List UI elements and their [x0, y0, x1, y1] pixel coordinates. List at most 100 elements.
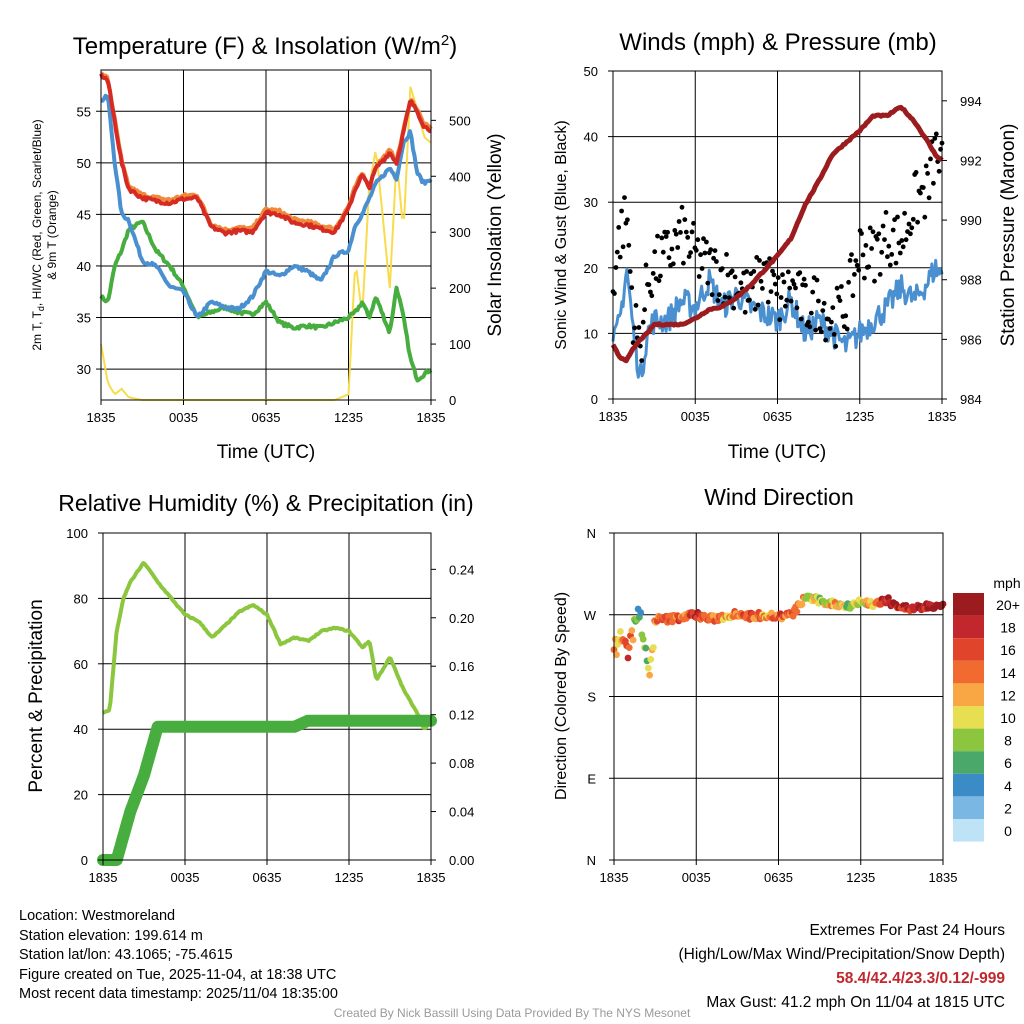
gust-point	[685, 235, 691, 240]
gust-point	[698, 252, 703, 258]
gust-point	[648, 289, 653, 295]
gust-point	[821, 300, 827, 306]
gust-point	[681, 260, 686, 266]
y-tick-label: 0	[81, 853, 88, 868]
gust-point	[854, 262, 860, 268]
x-tick-label: 1235	[334, 410, 363, 425]
gust-point	[666, 255, 672, 261]
gust-point	[847, 258, 853, 263]
winds-title: Winds (mph) & Pressure (mb)	[619, 29, 936, 56]
y2-tick-label: 500	[449, 113, 471, 128]
direction-point	[647, 656, 655, 663]
x-tick-label: 0035	[681, 409, 710, 424]
gust-point	[925, 171, 930, 176]
gust-point	[810, 289, 816, 295]
direction-point	[625, 644, 633, 651]
x-tick-label: 0635	[764, 870, 793, 885]
extremes-title: Extremes For Past 24 Hours	[809, 922, 1005, 939]
legend-label: 10	[1000, 710, 1016, 726]
gust-point	[850, 293, 856, 299]
temperature-ylabel-line2: & 9m T (Orange)	[45, 190, 59, 280]
legend-label: 14	[1000, 665, 1016, 681]
max-gust: Max Gust: 41.2 mph On 11/04 at 1815 UTC	[706, 994, 1005, 1011]
gust-point	[772, 281, 778, 287]
humidity-series	[97, 561, 437, 866]
gust-point	[771, 272, 777, 278]
winds-tick-labels: 1835 0035 0635 1235 183501020304050984986988…	[584, 64, 982, 424]
panel-humidity: Relative Humidity (%) & Precipitation (i…	[26, 490, 474, 885]
direction-grid	[614, 532, 943, 861]
gust-point	[887, 262, 893, 268]
gust-point	[652, 249, 658, 255]
gust-point	[856, 267, 862, 273]
gust-point	[778, 295, 784, 300]
gust-point	[876, 231, 882, 237]
direction-point	[669, 618, 676, 626]
gust-point	[866, 264, 872, 270]
y-tick-label: 35	[77, 311, 91, 326]
gust-point	[923, 163, 929, 169]
direction-point	[789, 612, 797, 620]
gust-point	[808, 310, 814, 316]
y-tick-label: 55	[77, 104, 91, 119]
y2-tick-label: 0.00	[449, 853, 474, 868]
gust-point	[695, 237, 701, 243]
direction-point	[628, 627, 636, 634]
gust-point	[775, 275, 781, 280]
gust-point	[814, 277, 820, 283]
gust-point	[831, 332, 837, 337]
y-tick-label: 30	[77, 362, 91, 377]
gust-point	[669, 246, 675, 252]
credit-line: Created By Nick Bassill Using Data Provi…	[333, 1006, 691, 1020]
gust-point	[813, 327, 818, 333]
gust-point	[696, 274, 702, 279]
gust-point	[732, 274, 738, 280]
gust-point	[765, 299, 771, 305]
gust-point	[633, 303, 639, 308]
gust-point	[613, 265, 619, 270]
gust-point	[883, 210, 889, 215]
gust-point	[872, 278, 877, 284]
x-tick-label: 1835	[600, 870, 629, 885]
winds-grid	[613, 70, 942, 400]
x-tick-label: 1835	[417, 410, 446, 425]
x-tick-label: 1235	[335, 870, 364, 885]
gust-point	[879, 249, 885, 255]
gust-point	[711, 255, 716, 261]
gust-point	[915, 219, 920, 225]
gust-point	[844, 326, 850, 332]
direction-point	[639, 635, 647, 643]
direction-tick-labels: 1835 0035 0635 1235 1835 N E S W N	[584, 526, 958, 885]
gust-point	[849, 252, 854, 257]
temperature-series-line	[100, 93, 433, 319]
gust-point	[816, 298, 821, 304]
direction-point	[650, 644, 657, 651]
gust-point	[926, 195, 932, 201]
gust-point	[722, 294, 728, 300]
gust-point	[869, 246, 874, 251]
gust-point	[920, 185, 926, 191]
gust-point	[625, 217, 630, 223]
y2-tick-label: 0.16	[449, 659, 474, 674]
gust-point	[863, 243, 869, 248]
panel-temperature: Temperature (F) & Insolation (W/m2) 1835…	[30, 32, 506, 463]
gust-point	[827, 326, 833, 331]
y-tick-label: 0	[591, 392, 598, 407]
temperature-tick-labels: 1835 0035 0635 1235 1835 30 35 40 45 50 55 0 100 200 3…	[77, 104, 471, 425]
insolation-ylabel: Solar Insolation (Yellow)	[485, 133, 506, 336]
x-tick-label: 0035	[682, 870, 711, 885]
gust-point	[693, 247, 699, 253]
pressure-ylabel: Station Pressure (Maroon)	[998, 124, 1019, 347]
gust-point	[640, 319, 646, 325]
gust-point	[760, 286, 765, 291]
gust-point	[780, 272, 785, 278]
y2-tick-label: 100	[449, 337, 471, 352]
legend-swatch	[953, 706, 984, 729]
station-elevation: Station elevation: 199.614 m	[19, 927, 203, 944]
station-latlon: Station lat/lon: 43.1065; -75.4615	[19, 947, 233, 964]
legend-swatch	[953, 728, 984, 752]
gust-point	[803, 282, 808, 288]
y-tick-label: 40	[74, 722, 88, 737]
gust-point	[672, 228, 678, 233]
legend-swatch	[953, 593, 984, 616]
